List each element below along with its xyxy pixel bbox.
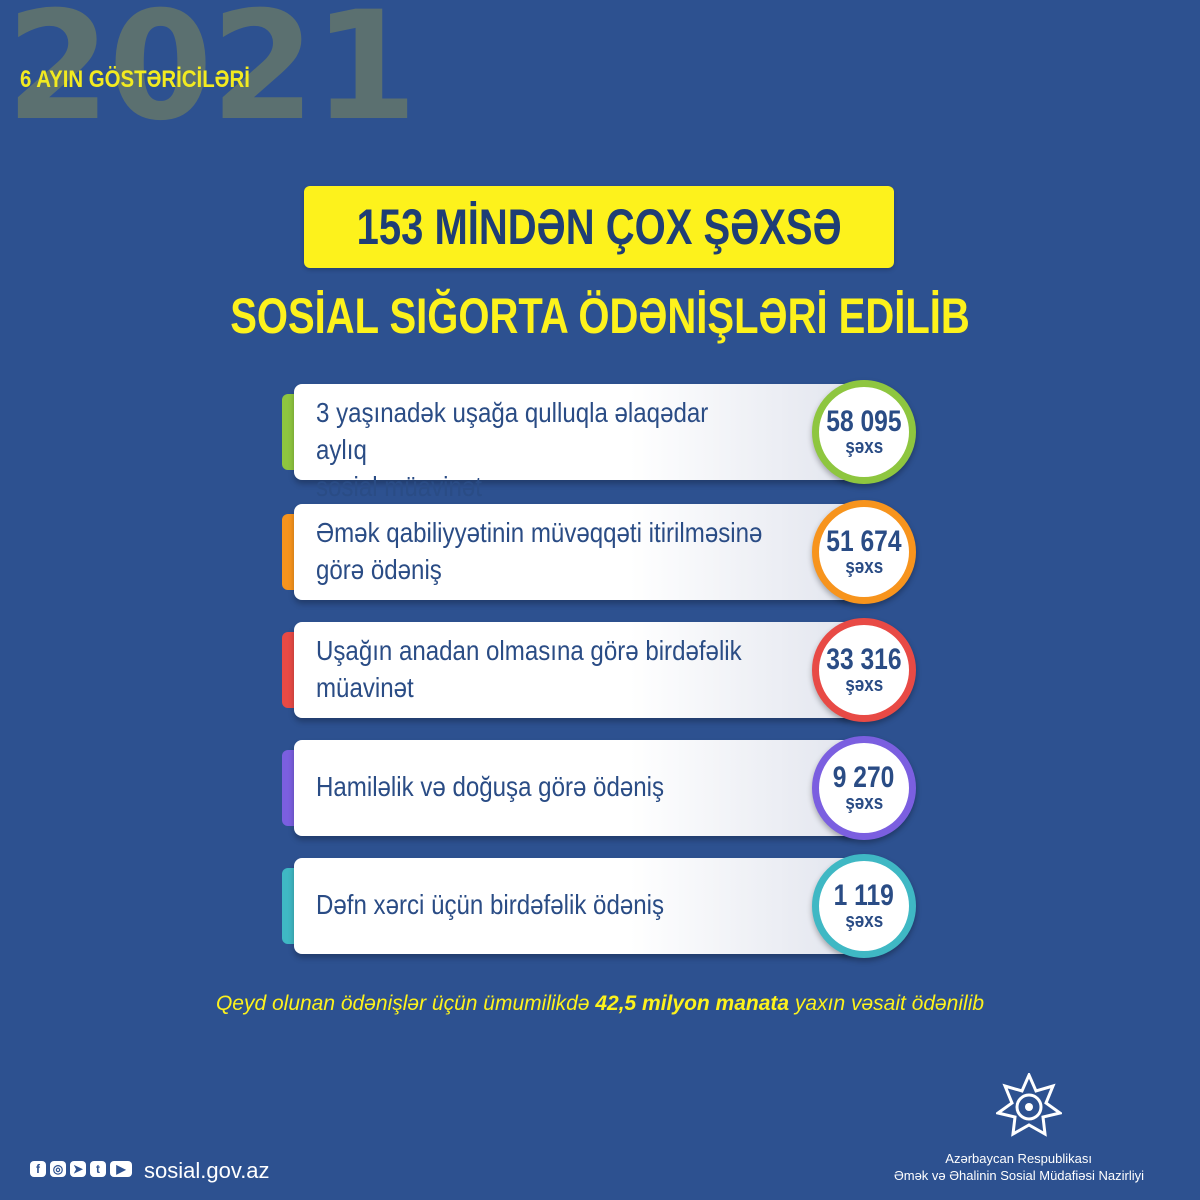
item-label: Hamiləlik və doğuşa görə ödəniş [316,768,763,805]
accent-bar [282,750,294,826]
org-ministry: Əmək və Əhalinin Sosial Müdafiəsi Nazirl… [893,1168,1144,1183]
count-badge: 1 119 şəxs [812,854,916,958]
org-country: Azərbaycan Respublikası [945,1151,1092,1166]
count-unit: şəxs [845,556,883,578]
accent-bar [282,514,294,590]
item-card [294,740,854,836]
list-item: Uşağın anadan olmasına görə birdəfəlik m… [0,618,1200,748]
site-link[interactable]: sosial.gov.az [144,1158,270,1183]
ministry-emblem-icon [996,1073,1062,1137]
sub-headline: SOSİAL SIĞORTA ÖDƏNİŞLƏRİ EDİLİB [230,288,970,344]
headline-text: 153 MİNDƏN ÇOX ŞƏXSƏ [356,199,842,255]
note-amount: 42,5 milyon manata [595,992,790,1015]
item-label: Əmək qabiliyyətinin müvəqqəti itirilməsi… [316,514,763,588]
count-unit: şəxs [845,436,883,458]
telegram-icon[interactable]: ➤ [70,1161,86,1177]
count-value: 58 095 [826,405,902,438]
item-card [294,384,854,480]
item-card [294,504,854,600]
item-label-line1: Dəfn xərci üçün birdəfəlik ödəniş [316,889,665,920]
count-value: 51 674 [826,525,902,558]
count-badge: 9 270 şəxs [812,736,916,840]
note-before: Qeyd olunan ödənişlər üçün ümumilikdə [215,992,596,1015]
instagram-icon[interactable]: ◎ [50,1161,66,1177]
count-unit: şəxs [845,792,883,814]
item-label-line1: 3 yaşınadək uşağa qulluqla əlaqədar aylı… [316,397,709,465]
item-card [294,858,854,954]
total-note: Qeyd olunan ödənişlər üçün ümumilikdə 42… [0,992,1200,1016]
item-label-line2: görə ödəniş [316,554,442,585]
count-value: 33 316 [826,643,902,676]
item-label-line2: sosial müavinət [316,471,482,502]
item-label-line2: müavinət [316,672,414,703]
social-links: f ◎ ➤ t ▶ [30,1161,132,1177]
list-item: Dəfn xərci üçün birdəfəlik ödəniş 1 119 … [0,854,1200,984]
twitter-icon[interactable]: t [90,1161,106,1177]
accent-bar [282,394,294,470]
item-label: Dəfn xərci üçün birdəfəlik ödəniş [316,886,763,923]
count-badge: 51 674 şəxs [812,500,916,604]
count-unit: şəxs [845,910,883,932]
item-label: Uşağın anadan olmasına görə birdəfəlik m… [316,632,763,706]
count-value: 1 119 [833,879,895,912]
list-item: Hamiləlik və doğuşa görə ödəniş 9 270 şə… [0,736,1200,866]
count-value: 9 270 [833,761,895,794]
accent-bar [282,632,294,708]
count-unit: şəxs [845,674,883,696]
count-badge: 58 095 şəxs [812,380,916,484]
accent-bar [282,868,294,944]
item-label-line1: Uşağın anadan olmasına görə birdəfəlik [316,635,742,666]
note-after: yaxın vəsait ödənilib [789,992,985,1015]
count-badge: 33 316 şəxs [812,618,916,722]
item-label: 3 yaşınadək uşağa qulluqla əlaqədar aylı… [316,394,763,505]
facebook-icon[interactable]: f [30,1161,46,1177]
item-label-line1: Əmək qabiliyyətinin müvəqqəti itirilməsi… [316,517,763,548]
list-item: 3 yaşınadək uşağa qulluqla əlaqədar aylı… [0,380,1200,510]
item-label-line1: Hamiləlik və doğuşa görə ödəniş [316,771,665,802]
list-item: Əmək qabiliyyətinin müvəqqəti itirilməsi… [0,500,1200,630]
year-watermark: 2021 [6,0,417,154]
period-subtitle: 6 AYIN GÖSTƏRİCİLƏRİ [20,66,250,93]
youtube-icon[interactable]: ▶ [110,1161,132,1177]
item-card [294,622,854,718]
headline-box: 153 MİNDƏN ÇOX ŞƏXSƏ [304,186,894,268]
